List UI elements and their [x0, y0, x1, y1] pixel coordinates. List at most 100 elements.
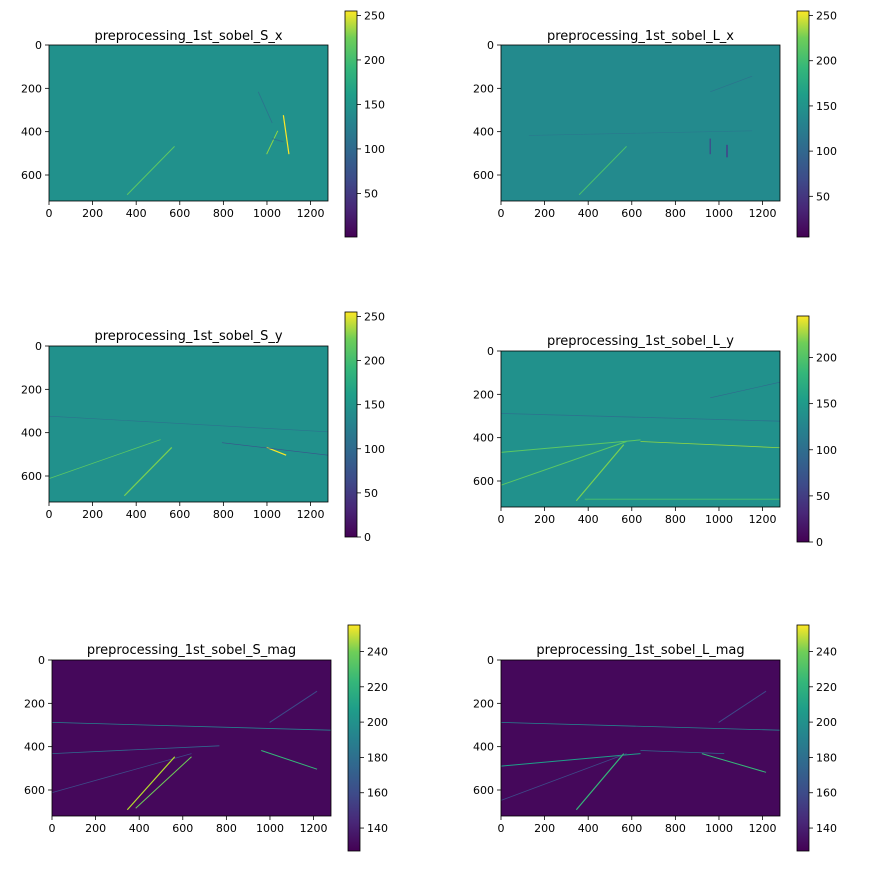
- x-tick-label: 800: [665, 822, 686, 835]
- x-tick-label: 1200: [300, 822, 328, 835]
- colorbar-tick-label: 150: [364, 399, 385, 412]
- colorbar-tick-label: 250: [364, 9, 385, 22]
- x-tick-label: 0: [46, 508, 53, 521]
- heatmap-image: [501, 45, 780, 201]
- edge-feature: [718, 690, 767, 723]
- colorbar: [344, 10, 358, 238]
- colorbar-tick-label: 50: [364, 487, 378, 500]
- heatmap-image: [49, 45, 328, 201]
- x-tick-label: 200: [85, 822, 106, 835]
- colorbar-tick-label: 100: [364, 143, 385, 156]
- edge-feature: [500, 441, 627, 486]
- colorbar-tick-label: 220: [367, 681, 388, 694]
- edge-feature: [269, 690, 318, 723]
- heatmap-image: [501, 351, 780, 507]
- y-tick-label: 400: [21, 126, 42, 139]
- panel-title: preprocessing_1st_sobel_L_mag: [536, 643, 744, 658]
- y-tick-label: 400: [24, 741, 45, 754]
- x-tick-label: 200: [82, 207, 103, 220]
- colorbar-tick-label: 200: [367, 716, 388, 729]
- heatmap-image: [501, 660, 780, 816]
- colorbar-tick-label: 0: [364, 531, 371, 544]
- colorbar: [344, 311, 358, 538]
- colorbar-tick-label: 0: [816, 536, 823, 549]
- x-tick-label: 600: [169, 207, 190, 220]
- edge-feature: [266, 446, 287, 456]
- x-tick-label: 0: [49, 822, 56, 835]
- panel-4: preprocessing_1st_sobel_L_y 0 200 400 600 800…: [473, 315, 837, 549]
- edge-feature: [48, 415, 329, 433]
- edge-feature: [126, 756, 176, 811]
- panel-title: preprocessing_1st_sobel_L_x: [547, 29, 734, 44]
- y-tick-label: 200: [473, 82, 494, 95]
- x-tick-label: 0: [498, 822, 505, 835]
- colorbar-tick-label: 50: [816, 190, 830, 203]
- x-tick-label: 0: [46, 207, 53, 220]
- colorbar-tick-label: 100: [364, 443, 385, 456]
- x-tick-label: 800: [213, 207, 234, 220]
- colorbar: [796, 315, 810, 543]
- x-tick-label: 800: [213, 508, 234, 521]
- colorbar-tick-label: 200: [816, 55, 837, 68]
- panel-5: preprocessing_1st_sobel_S_mag 0 200 400 600 8…: [24, 624, 388, 852]
- panel-3: preprocessing_1st_sobel_S_y 0 200 400 600 800…: [21, 310, 385, 544]
- y-tick-label: 600: [24, 784, 45, 797]
- colorbar-tick-label: 100: [816, 145, 837, 158]
- x-tick-label: 400: [126, 207, 147, 220]
- edge-feature: [500, 413, 781, 422]
- colorbar-tick-label: 150: [816, 398, 837, 411]
- y-tick-label: 600: [473, 784, 494, 797]
- panel-title: preprocessing_1st_sobel_S_x: [94, 29, 282, 44]
- x-tick-label: 400: [578, 513, 599, 526]
- x-tick-label: 1200: [749, 513, 777, 526]
- colorbar-tick-label: 150: [816, 100, 837, 113]
- colorbar-tick-label: 250: [816, 10, 837, 23]
- colorbar-tick-label: 200: [364, 54, 385, 67]
- x-tick-label: 600: [621, 822, 642, 835]
- edge-feature: [500, 753, 641, 767]
- edge-feature: [51, 722, 332, 731]
- y-tick-label: 400: [21, 427, 42, 440]
- edge-feature: [640, 750, 725, 754]
- x-tick-label: 800: [665, 207, 686, 220]
- x-tick-label: 1000: [705, 822, 733, 835]
- x-tick-label: 600: [172, 822, 193, 835]
- edge-feature: [710, 75, 753, 93]
- axes-frame: [51, 659, 332, 817]
- colorbar-tick-label: 200: [364, 355, 385, 368]
- panel-1: preprocessing_1st_sobel_S_x 0 200 400 600 800…: [21, 9, 385, 238]
- colorbar-tick-label: 140: [816, 822, 837, 835]
- axes-frame: [48, 44, 329, 202]
- x-tick-label: 600: [169, 508, 190, 521]
- edge-feature: [266, 130, 279, 155]
- y-tick-label: 0: [35, 39, 42, 52]
- panel-6: preprocessing_1st_sobel_L_mag 0 200 400 600 8…: [473, 624, 837, 852]
- colorbar-tick-label: 240: [367, 645, 388, 658]
- edge-feature: [500, 439, 641, 453]
- y-tick-label: 200: [21, 383, 42, 396]
- colorbar: [796, 624, 810, 852]
- y-tick-label: 600: [21, 169, 42, 182]
- edge-feature: [126, 146, 175, 196]
- y-tick-label: 400: [473, 741, 494, 754]
- edge-feature: [51, 753, 192, 793]
- x-tick-label: 200: [534, 822, 555, 835]
- axes-frame: [500, 659, 781, 817]
- edge-feature: [257, 91, 273, 124]
- edge-feature: [528, 130, 753, 136]
- x-tick-label: 200: [534, 513, 555, 526]
- colorbar: [347, 624, 361, 852]
- edge-feature: [221, 442, 329, 456]
- edge-feature: [135, 756, 192, 809]
- x-tick-label: 800: [665, 513, 686, 526]
- y-tick-label: 400: [473, 432, 494, 445]
- colorbar: [796, 10, 810, 238]
- edge-feature: [123, 446, 173, 497]
- y-tick-label: 0: [487, 654, 494, 667]
- x-tick-label: 600: [621, 207, 642, 220]
- y-tick-label: 0: [35, 340, 42, 353]
- heatmap-image: [52, 660, 331, 816]
- x-tick-label: 1000: [256, 822, 284, 835]
- x-tick-label: 1000: [705, 513, 733, 526]
